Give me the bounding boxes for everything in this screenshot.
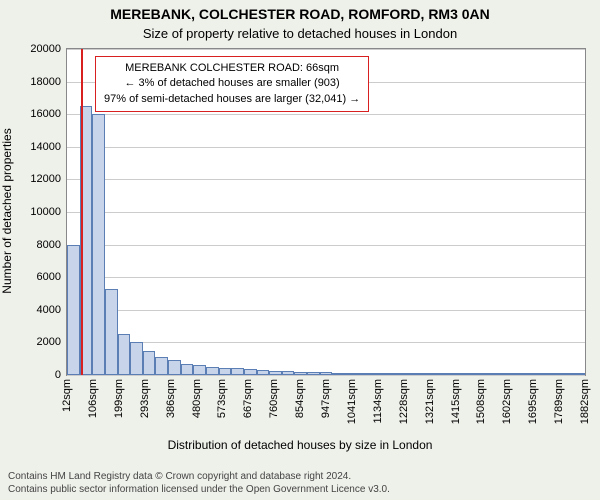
histogram-bar — [193, 365, 206, 375]
histogram-bar — [547, 373, 560, 375]
y-tick-label: 20000 — [30, 43, 61, 55]
histogram-bar — [497, 373, 510, 375]
histogram-bar — [446, 373, 459, 375]
y-tick-label: 16000 — [30, 108, 61, 120]
x-tick-label: 1134sqm — [372, 379, 384, 423]
footer-text: Contains HM Land Registry data © Crown c… — [8, 470, 390, 496]
histogram-bar — [307, 372, 320, 375]
histogram-bar — [282, 371, 295, 375]
x-tick-label: 1695sqm — [527, 379, 539, 424]
histogram-bar — [181, 364, 194, 375]
x-tick-label: 12sqm — [61, 379, 73, 412]
reference-line — [81, 49, 83, 375]
histogram-bar — [143, 351, 156, 375]
x-tick-label: 1228sqm — [398, 379, 410, 424]
y-tick-label: 10000 — [30, 206, 61, 218]
histogram-bar — [269, 371, 282, 375]
histogram-bar — [484, 373, 497, 375]
x-tick-label: 1508sqm — [475, 379, 487, 424]
histogram-bar — [332, 373, 345, 375]
annotation-box: MEREBANK COLCHESTER ROAD: 66sqm← 3% of d… — [95, 56, 369, 112]
histogram-bar — [471, 373, 484, 375]
y-tick-label: 6000 — [37, 271, 61, 283]
histogram-bar — [522, 373, 535, 375]
histogram-bar — [105, 289, 118, 375]
y-tick-label: 14000 — [30, 141, 61, 153]
y-tick-label: 12000 — [30, 173, 61, 185]
x-tick-label: 1789sqm — [553, 379, 565, 424]
y-tick-label: 8000 — [37, 239, 61, 251]
x-tick-label: 293sqm — [139, 379, 151, 418]
x-tick-label: 199sqm — [113, 379, 125, 418]
chart-title: MEREBANK, COLCHESTER ROAD, ROMFORD, RM3 … — [0, 6, 600, 22]
x-tick-label: 106sqm — [87, 379, 99, 418]
histogram-bar — [92, 114, 105, 375]
x-tick-label: 386sqm — [165, 379, 177, 418]
x-tick-label: 667sqm — [242, 379, 254, 418]
histogram-bar — [572, 373, 585, 375]
histogram-bar — [408, 373, 421, 375]
x-tick-label: 1415sqm — [450, 379, 462, 424]
histogram-bar — [118, 334, 131, 375]
chart-container: MEREBANK, COLCHESTER ROAD, ROMFORD, RM3 … — [0, 0, 600, 500]
x-tick-label: 1041sqm — [346, 379, 358, 424]
x-tick-label: 480sqm — [191, 379, 203, 418]
histogram-bar — [433, 373, 446, 375]
histogram-bar — [395, 373, 408, 375]
histogram-bar — [560, 373, 573, 375]
chart-subtitle: Size of property relative to detached ho… — [0, 26, 600, 41]
y-tick-label: 2000 — [37, 336, 61, 348]
y-tick-label: 4000 — [37, 304, 61, 316]
histogram-bar — [509, 373, 522, 375]
x-tick-label: 947sqm — [320, 379, 332, 418]
histogram-bar — [358, 373, 371, 375]
histogram-bar — [383, 373, 396, 375]
histogram-bar — [320, 372, 333, 375]
x-tick-label: 1602sqm — [501, 379, 513, 424]
histogram-bar — [155, 357, 168, 375]
histogram-bar — [370, 373, 383, 375]
histogram-bar — [206, 367, 219, 375]
histogram-bar — [534, 373, 547, 375]
x-tick-label: 1882sqm — [579, 379, 591, 424]
histogram-bar — [244, 369, 257, 375]
histogram-bar — [219, 368, 232, 375]
x-tick-label: 1321sqm — [424, 379, 436, 424]
histogram-bar — [130, 342, 143, 375]
histogram-bar — [168, 360, 181, 375]
histogram-bar — [345, 373, 358, 375]
y-tick-label: 18000 — [30, 76, 61, 88]
x-tick-label: 854sqm — [294, 379, 306, 418]
histogram-bar — [257, 370, 270, 375]
plot-area: MEREBANK COLCHESTER ROAD: 66sqm← 3% of d… — [66, 48, 586, 376]
y-axis-label: Number of detached properties — [0, 128, 14, 293]
histogram-bar — [421, 373, 434, 375]
histogram-bar — [67, 245, 80, 375]
x-axis-label: Distribution of detached houses by size … — [0, 438, 600, 452]
histogram-bar — [459, 373, 472, 375]
histogram-bar — [294, 372, 307, 375]
histogram-bar — [231, 368, 244, 375]
x-tick-label: 760sqm — [268, 379, 280, 418]
x-tick-label: 573sqm — [216, 379, 228, 418]
